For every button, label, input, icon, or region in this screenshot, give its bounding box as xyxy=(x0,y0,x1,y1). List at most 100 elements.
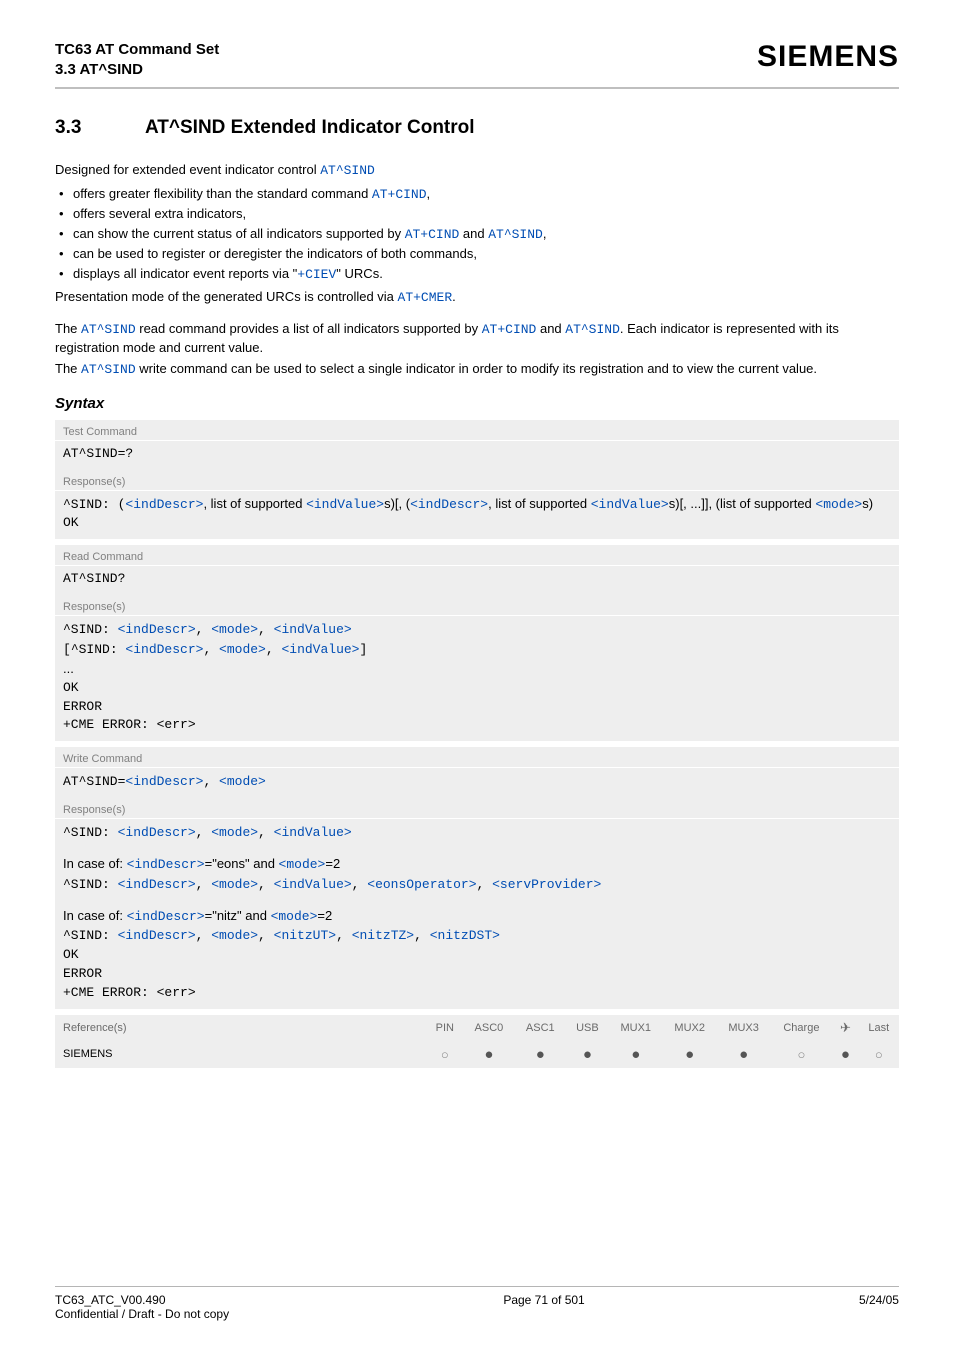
at-sind-link[interactable]: AT^SIND xyxy=(488,227,543,242)
page-header: TC63 AT Command Set 3.3 AT^SIND SIEMENS xyxy=(55,40,899,79)
header-divider xyxy=(55,87,899,89)
dot-cell: ● xyxy=(566,1041,609,1068)
inddescr-param[interactable]: <indDescr> xyxy=(410,497,488,512)
write-response-body: ^SIND: <indDescr>, <mode>, <indValue> In… xyxy=(55,819,899,1009)
header-sub: 3.3 AT^SIND xyxy=(55,60,219,80)
mode-param[interactable]: <mode> xyxy=(279,857,326,872)
at-cind-link[interactable]: AT+CIND xyxy=(482,322,537,337)
mode-param[interactable]: <mode> xyxy=(219,774,266,789)
at-cmer-link[interactable]: AT+CMER xyxy=(398,290,453,305)
header-left: TC63 AT Command Set 3.3 AT^SIND xyxy=(55,40,219,79)
ref-label: Reference(s) xyxy=(55,1015,426,1041)
bullet-item: offers several extra indicators, xyxy=(59,204,899,224)
indvalue-param[interactable]: <indValue> xyxy=(274,622,352,637)
at-sind-link[interactable]: AT^SIND xyxy=(81,322,136,337)
presentation-mode-text: Presentation mode of the generated URCs … xyxy=(55,288,899,307)
error-text: ERROR xyxy=(63,698,891,717)
col-mux3: MUX3 xyxy=(717,1015,771,1041)
indvalue-param[interactable]: <indValue> xyxy=(274,877,352,892)
dot-cell: ○ xyxy=(426,1041,463,1068)
inddescr-param[interactable]: <indDescr> xyxy=(118,622,196,637)
footer-doc-id: TC63_ATC_V00.490 xyxy=(55,1293,229,1307)
bullet-item: offers greater flexibility than the stan… xyxy=(59,184,899,205)
mode-param[interactable]: <mode> xyxy=(219,642,266,657)
ciev-link[interactable]: +CIEV xyxy=(297,267,336,282)
ok-text: OK xyxy=(63,946,891,965)
nitzut-param[interactable]: <nitzUT> xyxy=(274,928,336,943)
mode-param[interactable]: <mode> xyxy=(271,909,318,924)
read-command-box: Read Command AT^SIND? Response(s) ^SIND:… xyxy=(55,545,899,741)
bullet-item: displays all indicator event reports via… xyxy=(59,264,899,285)
eonsoperator-param[interactable]: <eonsOperator> xyxy=(367,877,476,892)
footer-left: TC63_ATC_V00.490 Confidential / Draft - … xyxy=(55,1293,229,1321)
nitzdst-param[interactable]: <nitzDST> xyxy=(430,928,500,943)
intro-paragraph: Designed for extended event indicator co… xyxy=(55,161,899,180)
mode-param[interactable]: <mode> xyxy=(211,825,258,840)
at-cind-link[interactable]: AT+CIND xyxy=(372,187,427,202)
at-sind-link[interactable]: AT^SIND xyxy=(565,322,620,337)
ok-text: OK xyxy=(63,514,891,533)
page-footer: TC63_ATC_V00.490 Confidential / Draft - … xyxy=(55,1286,899,1321)
intro-cmd-link[interactable]: AT^SIND xyxy=(320,163,375,178)
test-command-cmd: AT^SIND=? xyxy=(55,441,899,470)
cme-error-text: +CME ERROR: <err> xyxy=(63,716,891,735)
dot-cell: ● xyxy=(463,1041,514,1068)
dot-cell: ● xyxy=(717,1041,771,1068)
indvalue-param[interactable]: <indValue> xyxy=(591,497,669,512)
bullet-item: can show the current status of all indic… xyxy=(59,224,899,245)
mode-param[interactable]: <mode> xyxy=(211,928,258,943)
section-title-text: AT^SIND Extended Indicator Control xyxy=(145,117,475,138)
dot-cell: ● xyxy=(515,1041,566,1068)
footer-page-number: Page 71 of 501 xyxy=(503,1293,584,1321)
indvalue-param[interactable]: <indValue> xyxy=(281,642,359,657)
read-command-cmd: AT^SIND? xyxy=(55,566,899,595)
inddescr-param[interactable]: <indDescr> xyxy=(125,642,203,657)
read-command-description: The AT^SIND read command provides a list… xyxy=(55,320,899,357)
mode-param[interactable]: <mode> xyxy=(211,622,258,637)
section-heading: 3.3AT^SIND Extended Indicator Control xyxy=(55,117,899,139)
servprovider-param[interactable]: <servProvider> xyxy=(492,877,601,892)
inddescr-param[interactable]: <indDescr> xyxy=(118,928,196,943)
test-command-label: Test Command xyxy=(55,420,899,441)
case-eons: In case of: <indDescr>="eons" and <mode>… xyxy=(63,855,891,875)
nitztz-param[interactable]: <nitzTZ> xyxy=(352,928,414,943)
write-command-label: Write Command xyxy=(55,747,899,768)
intro-bullet-list: offers greater flexibility than the stan… xyxy=(55,184,899,285)
inddescr-param[interactable]: <indDescr> xyxy=(127,909,205,924)
col-mux1: MUX1 xyxy=(609,1015,663,1041)
test-command-box: Test Command AT^SIND=? Response(s) ^SIND… xyxy=(55,420,899,540)
col-last: Last xyxy=(859,1015,899,1041)
inddescr-param[interactable]: <indDescr> xyxy=(127,857,205,872)
col-pin: PIN xyxy=(426,1015,463,1041)
error-text: ERROR xyxy=(63,965,891,984)
mode-param[interactable]: <mode> xyxy=(211,877,258,892)
write-command-description: The AT^SIND write command can be used to… xyxy=(55,360,899,379)
dot-cell: ● xyxy=(609,1041,663,1068)
col-usb: USB xyxy=(566,1015,609,1041)
col-asc0: ASC0 xyxy=(463,1015,514,1041)
indvalue-param[interactable]: <indValue> xyxy=(274,825,352,840)
mode-param[interactable]: <mode> xyxy=(815,497,862,512)
inddescr-param[interactable]: <indDescr> xyxy=(118,877,196,892)
ref-header-row: Reference(s) PIN ASC0 ASC1 USB MUX1 MUX2… xyxy=(55,1015,899,1041)
test-response-body: ^SIND: (<indDescr>, list of supported <i… xyxy=(55,491,899,540)
case-nitz: In case of: <indDescr>="nitz" and <mode>… xyxy=(63,907,891,927)
inddescr-param[interactable]: <indDescr> xyxy=(118,825,196,840)
col-airplane-icon: ✈ xyxy=(832,1015,858,1041)
indvalue-param[interactable]: <indValue> xyxy=(306,497,384,512)
dot-cell: ● xyxy=(663,1041,717,1068)
inddescr-param[interactable]: <indDescr> xyxy=(125,774,203,789)
at-sind-link[interactable]: AT^SIND xyxy=(81,362,136,377)
footer-date: 5/24/05 xyxy=(859,1293,899,1321)
dots-text: ... xyxy=(63,660,891,679)
ref-data-row: SIEMENS ○ ● ● ● ● ● ● ○ ● ○ xyxy=(55,1041,899,1068)
dot-cell: ● xyxy=(832,1041,858,1068)
test-response-label: Response(s) xyxy=(55,470,899,491)
ok-text: OK xyxy=(63,679,891,698)
write-command-box: Write Command AT^SIND=<indDescr>, <mode>… xyxy=(55,747,899,1009)
read-response-label: Response(s) xyxy=(55,595,899,616)
footer-confidential: Confidential / Draft - Do not copy xyxy=(55,1307,229,1321)
inddescr-param[interactable]: <indDescr> xyxy=(125,497,203,512)
product-title: TC63 AT Command Set xyxy=(55,40,219,60)
at-cind-link[interactable]: AT+CIND xyxy=(405,227,460,242)
